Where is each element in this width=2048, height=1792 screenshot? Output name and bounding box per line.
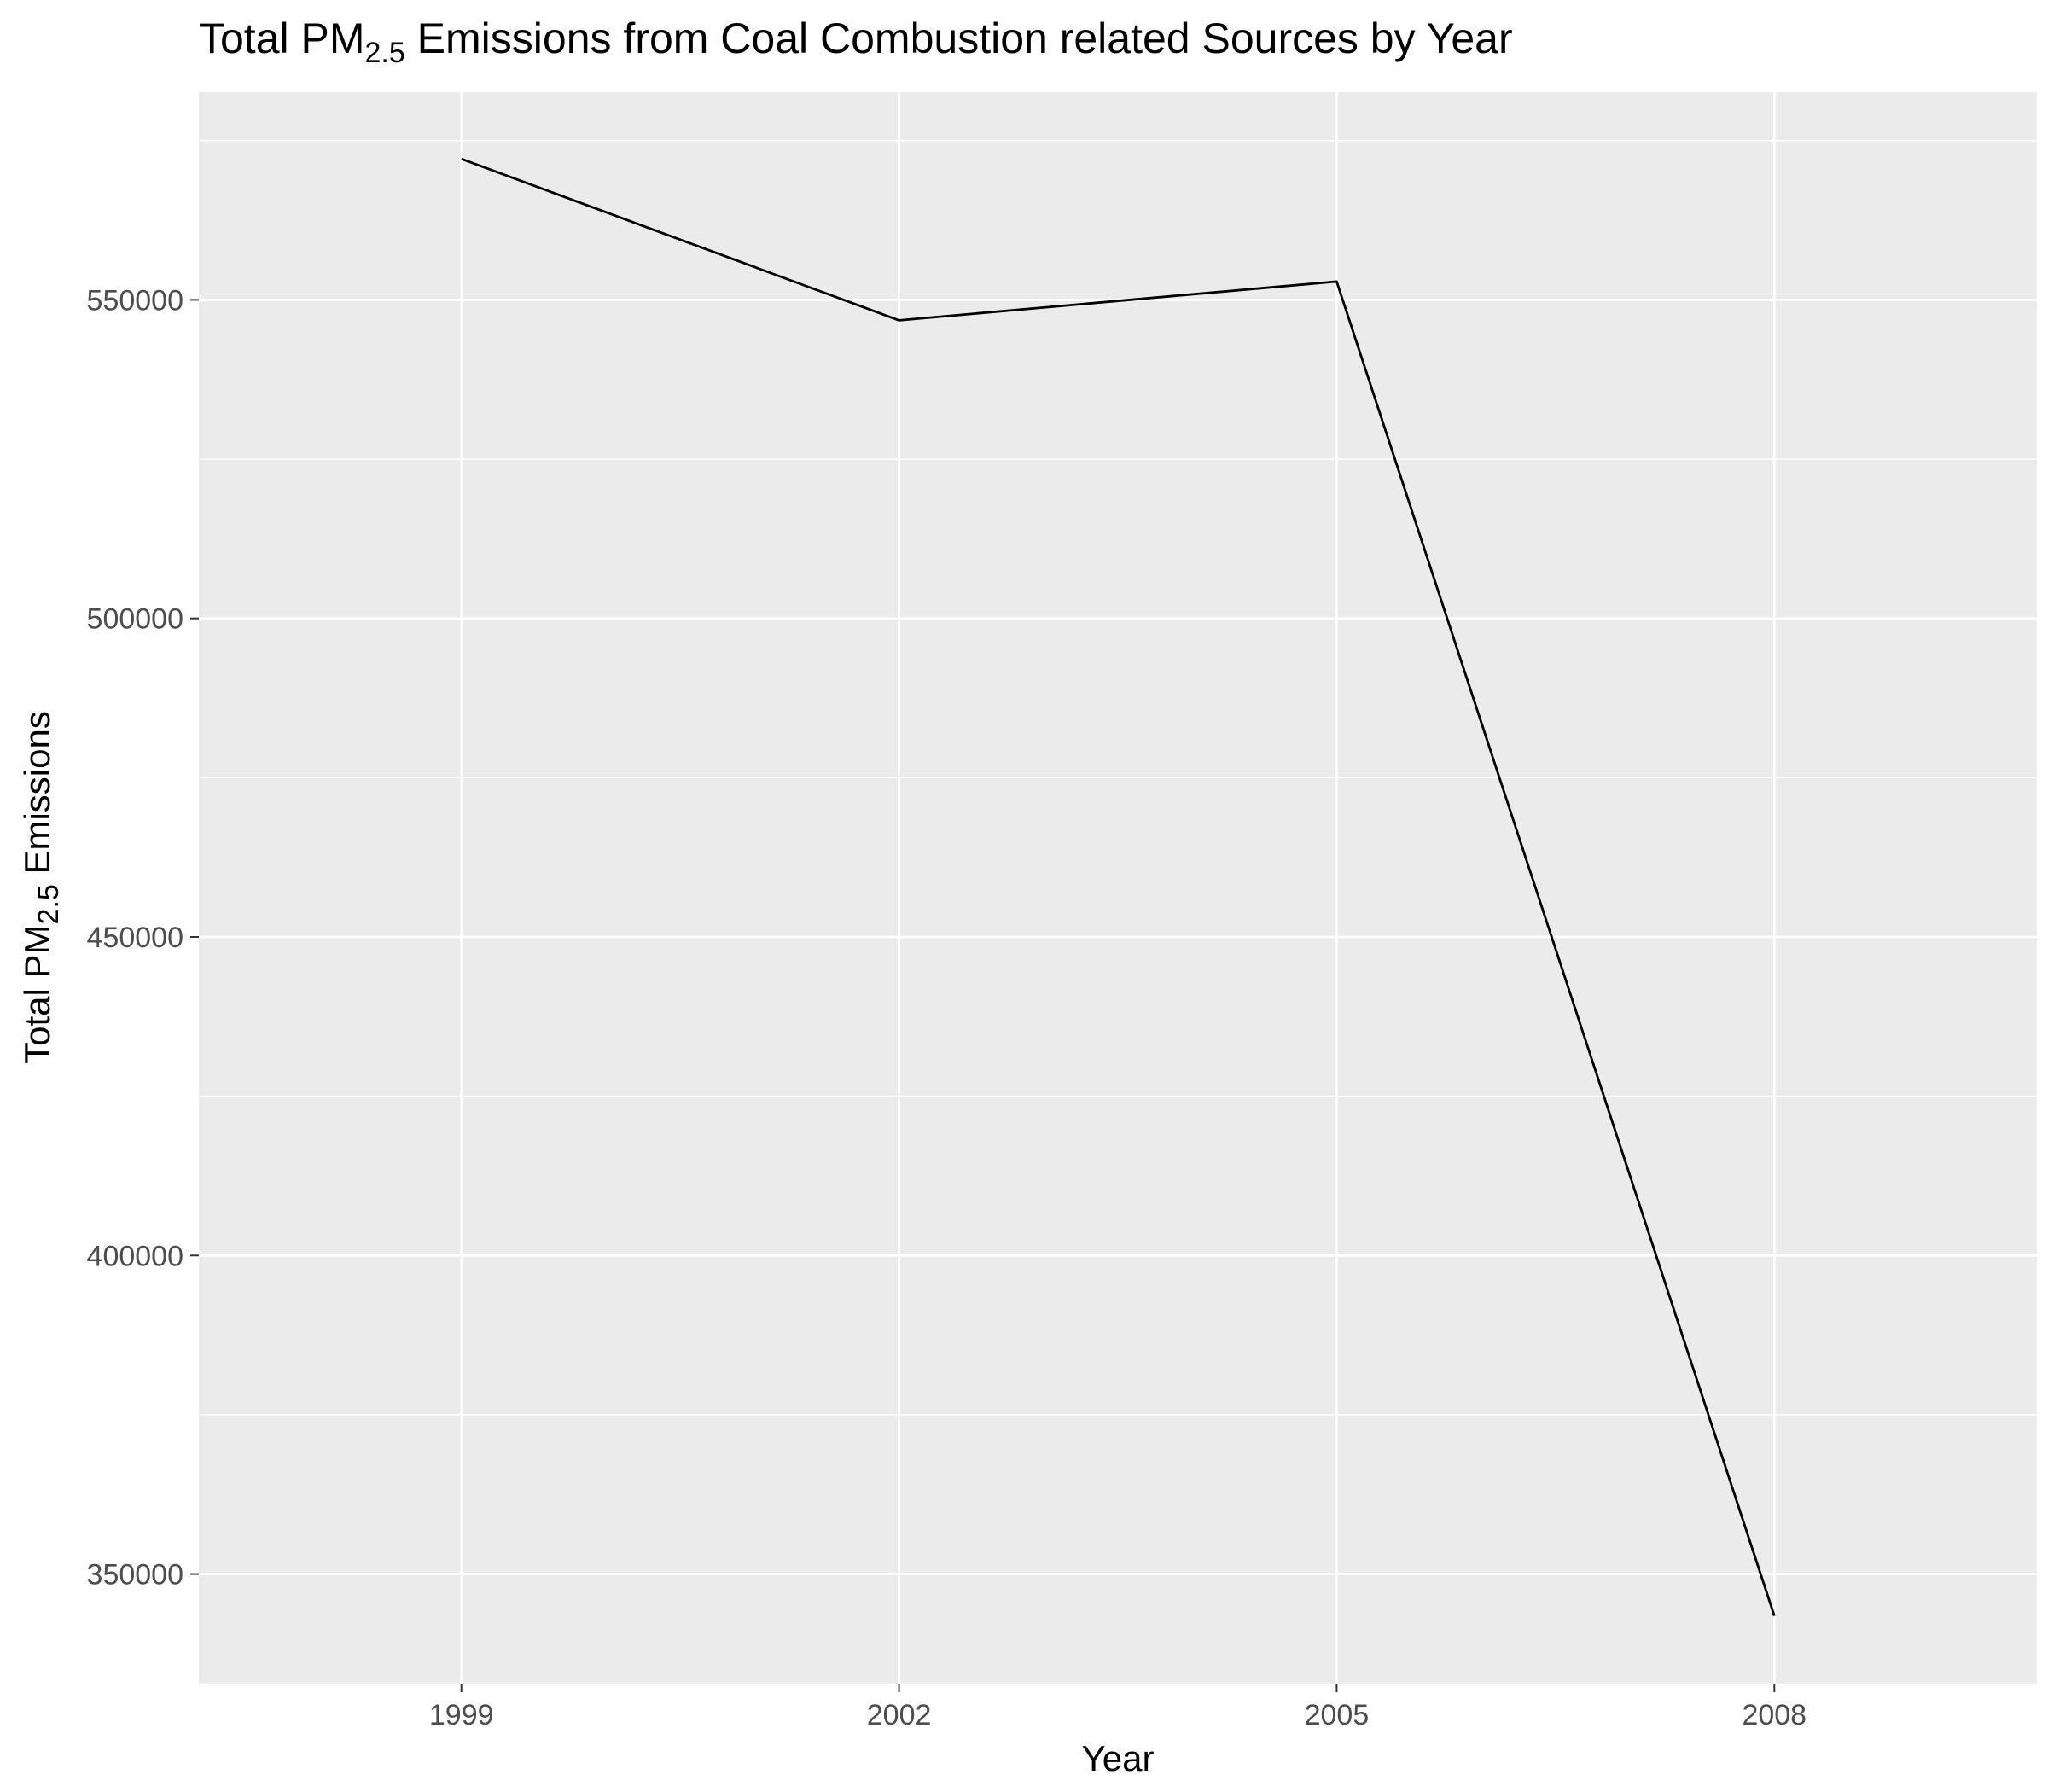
y-tick-label: 350000 bbox=[87, 1559, 183, 1591]
series-line bbox=[461, 157, 1776, 1617]
x-tick-label: 2002 bbox=[867, 1699, 932, 1731]
x-axis: 1999 2002 2005 2008 bbox=[429, 1684, 1807, 1731]
x-axis-title: Year bbox=[1082, 1738, 1155, 1778]
y-axis-title-prefix: Total PM bbox=[17, 924, 57, 1063]
grid-layer bbox=[199, 92, 2037, 1684]
chart-title-suffix: Emissions from Coal Combustion related S… bbox=[405, 15, 1513, 62]
y-axis: 350000 400000 450000 500000 550000 bbox=[87, 284, 199, 1591]
x-tick-label: 1999 bbox=[429, 1699, 494, 1731]
chart-title-prefix: Total PM bbox=[199, 15, 365, 62]
y-tick-label: 400000 bbox=[87, 1240, 183, 1272]
y-axis-title-subscript: 2.5 bbox=[32, 884, 65, 924]
y-axis-title: Total PM2.5 Emissions bbox=[17, 711, 65, 1064]
y-axis-title-suffix: Emissions bbox=[17, 711, 57, 884]
x-tick-label: 2005 bbox=[1305, 1699, 1370, 1731]
chart-title: Total PM2.5 Emissions from Coal Combusti… bbox=[199, 15, 1513, 69]
y-tick-label: 450000 bbox=[87, 922, 183, 954]
y-tick-label: 550000 bbox=[87, 284, 183, 317]
panel-background bbox=[199, 92, 2037, 1684]
y-tick-label: 500000 bbox=[87, 603, 183, 636]
x-tick-label: 2008 bbox=[1742, 1699, 1807, 1731]
chart-title-subscript: 2.5 bbox=[365, 37, 405, 69]
series-layer bbox=[461, 157, 1776, 1617]
